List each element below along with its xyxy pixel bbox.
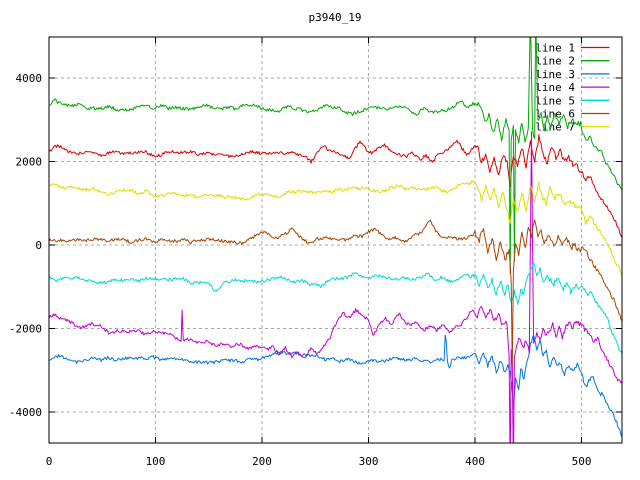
y-tick-label: 0 (35, 239, 42, 252)
y-tick-label: 2000 (16, 156, 43, 169)
y-tick-label: -2000 (9, 323, 42, 336)
x-tick-label: 200 (252, 455, 272, 468)
x-tick-label: 400 (465, 455, 485, 468)
legend-label: line 3 (535, 68, 575, 81)
series-layer (49, 37, 622, 443)
x-tick-label: 500 (572, 455, 592, 468)
series-line-1 (49, 134, 622, 238)
series-line-3 (49, 334, 622, 438)
x-tick-label: 100 (146, 455, 166, 468)
legend-label: line 1 (535, 42, 575, 55)
y-tick-label: -4000 (9, 406, 42, 419)
axes-frame (48, 36, 623, 444)
y-tick-label: 4000 (16, 72, 43, 85)
legend-label: line 4 (535, 81, 575, 94)
series-line-7 (49, 180, 622, 277)
series-line-4 (49, 131, 622, 443)
plot-border (48, 36, 623, 444)
x-tick-label: 300 (359, 455, 379, 468)
x-tick-label: 0 (46, 455, 53, 468)
tick-labels: 0 100 200 300 400 500 -4000 -2000 0 2000 4000 (9, 72, 592, 468)
series-line-2 (49, 37, 622, 274)
series-line-6 (49, 219, 622, 366)
series-line-5 (49, 261, 622, 355)
legend-label: line 5 (535, 94, 575, 107)
chart-title: p3940_19 (309, 11, 362, 24)
legend-label: line 2 (535, 55, 575, 68)
